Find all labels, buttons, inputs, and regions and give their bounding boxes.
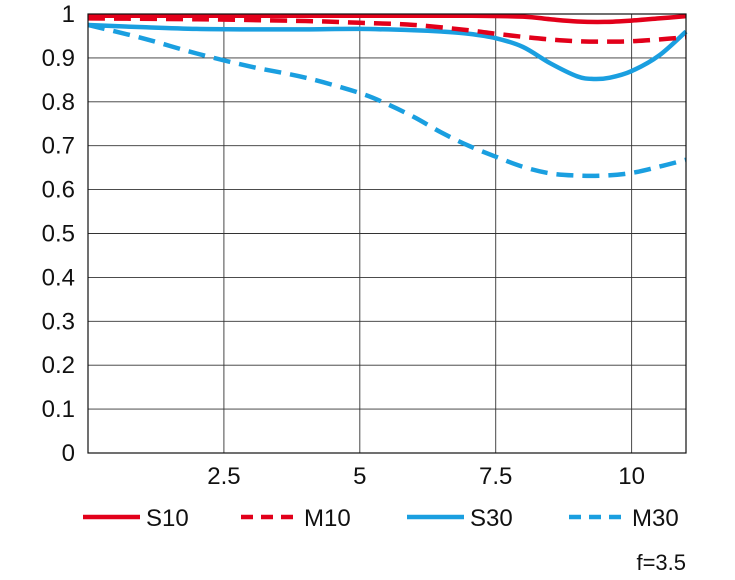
- x-axis-ticks: 2.5 5 7.5 10: [207, 463, 645, 490]
- legend-label-s10: S10: [146, 505, 189, 532]
- series-line-s10: [88, 13, 687, 25]
- y-tick-label: 0.5: [42, 221, 75, 248]
- legend-label-m30: M30: [632, 505, 679, 532]
- y-tick-label: 0.8: [42, 89, 75, 116]
- x-tick-label: 2.5: [207, 463, 240, 490]
- y-tick-label: 0: [62, 440, 75, 467]
- y-tick-label: 0.3: [42, 308, 75, 335]
- y-tick-label: 0.6: [42, 177, 75, 204]
- x-tick-label: 10: [618, 463, 645, 490]
- legend-label-m10: M10: [304, 505, 351, 532]
- aperture-annotation: f=3.5: [636, 550, 686, 575]
- y-tick-label: 1: [62, 1, 75, 28]
- y-tick-label: 0.1: [42, 396, 75, 423]
- y-axis-ticks: 0 0.1 0.2 0.3 0.4 0.5 0.6 0.7 0.8 0.9 1: [42, 1, 75, 467]
- y-tick-label: 0.4: [42, 264, 75, 291]
- legend-label-s30: S30: [470, 505, 513, 532]
- y-tick-label: 0.9: [42, 45, 75, 72]
- plot-frame: [87, 13, 687, 454]
- y-tick-label: 0.2: [42, 352, 75, 379]
- series-line-m10: [87, 16, 687, 44]
- legend: S10 M10 S30 M30: [83, 505, 679, 532]
- series-lines: [87, 13, 688, 179]
- x-tick-label: 7.5: [479, 463, 512, 490]
- x-tick-label: 5: [353, 463, 366, 490]
- series-line-s30: [87, 22, 688, 82]
- series-line-m30: [87, 22, 687, 179]
- y-tick-label: 0.7: [42, 133, 75, 160]
